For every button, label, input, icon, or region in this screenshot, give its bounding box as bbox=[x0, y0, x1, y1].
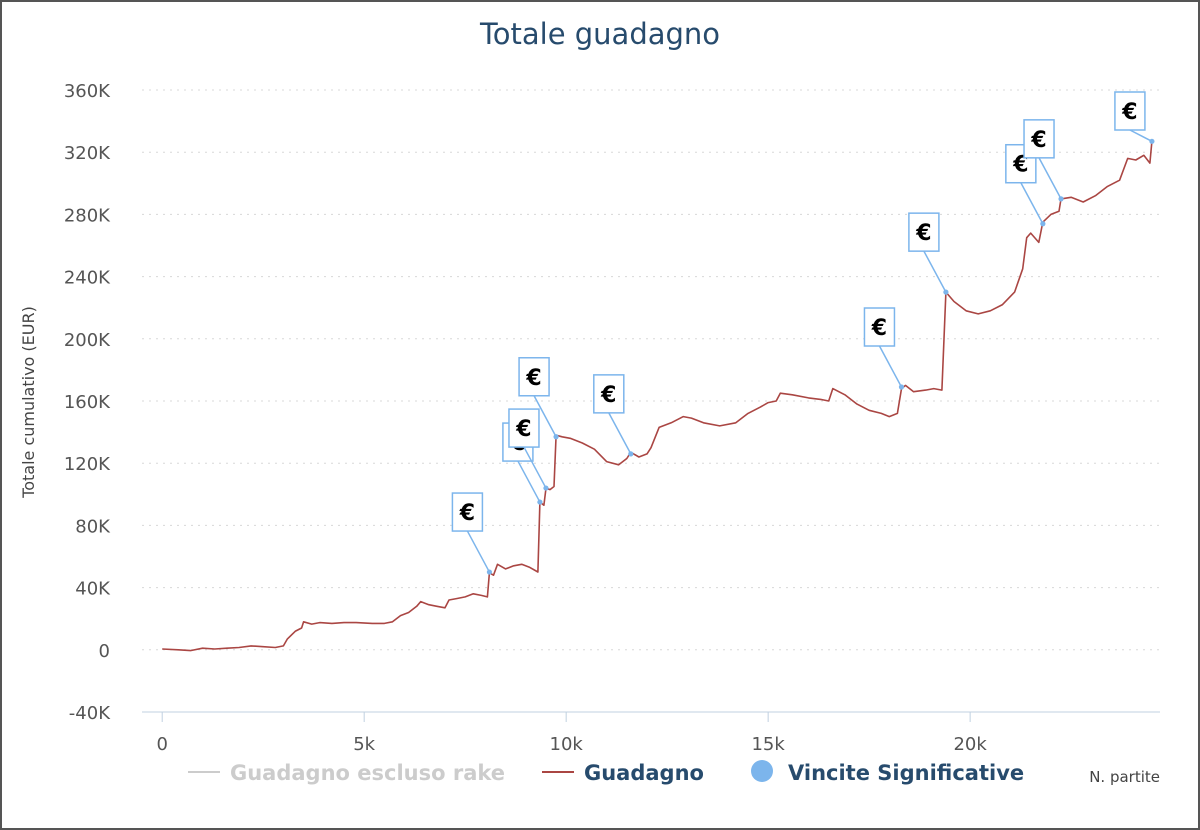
y-tick-label: 120K bbox=[64, 454, 111, 475]
x-tick-label: 20k bbox=[953, 734, 987, 755]
significant-win-flag[interactable]: € bbox=[1023, 119, 1064, 202]
significant-win-point[interactable] bbox=[543, 485, 549, 491]
flag-connector bbox=[533, 395, 557, 438]
y-tick-label: 280K bbox=[64, 205, 111, 226]
flag-euro-symbol: € bbox=[525, 366, 541, 391]
flag-connector bbox=[1020, 182, 1044, 225]
y-axis-label: Totale cumulativo (EUR) bbox=[19, 306, 38, 499]
y-tick-labels: -40K 0 40K 80K 120K 160K 200K 240K 280K 320K 360K bbox=[64, 81, 111, 724]
flag-box bbox=[451, 492, 484, 532]
flag-box bbox=[593, 374, 625, 414]
y-tick-label: 40K bbox=[75, 579, 111, 600]
flag-connector bbox=[523, 446, 547, 489]
significant-win-point[interactable] bbox=[1149, 138, 1155, 144]
flag-connector bbox=[923, 250, 947, 293]
significant-win-point[interactable] bbox=[898, 384, 905, 390]
flag-euro-symbol: € bbox=[600, 383, 616, 408]
legend[interactable]: Guadagno escluso rake Guadagno Vincite Sig… bbox=[188, 760, 1024, 785]
y-tick-label: -40K bbox=[69, 703, 111, 724]
flag-box bbox=[1114, 91, 1146, 131]
flag-connector bbox=[1129, 129, 1153, 142]
significant-win-flag[interactable]: € bbox=[908, 212, 949, 295]
y-tick-label: 160K bbox=[64, 392, 111, 413]
grid-lines bbox=[142, 89, 1160, 651]
flag-box bbox=[508, 408, 540, 448]
flag-connector bbox=[608, 412, 632, 455]
significant-win-flag[interactable]: € bbox=[1114, 91, 1155, 144]
y-tick-label: 320K bbox=[64, 143, 111, 164]
significant-win-flag[interactable]: € bbox=[451, 492, 493, 575]
significant-win-point[interactable] bbox=[1058, 196, 1064, 202]
series-layer bbox=[162, 141, 1153, 652]
legend-item[interactable]: Guadagno bbox=[542, 761, 704, 785]
legend-label: Vincite Significative bbox=[788, 761, 1024, 785]
x-axis-label: N. partite bbox=[1089, 768, 1160, 786]
flag-box bbox=[1023, 119, 1055, 159]
significant-win-flag[interactable]: € bbox=[518, 357, 559, 440]
flag-connector bbox=[466, 530, 491, 573]
significant-win-point[interactable] bbox=[628, 451, 634, 457]
chart-title: Totale guadagno bbox=[479, 17, 720, 51]
series-line-guadagno[interactable] bbox=[162, 141, 1153, 652]
x-tick-label: 0 bbox=[156, 734, 167, 755]
x-tick-labels: 0 5k 10k 15k 20k bbox=[156, 734, 987, 755]
flag-box bbox=[863, 307, 896, 347]
flag-euro-symbol: € bbox=[1012, 153, 1028, 178]
x-tick-label: 10k bbox=[550, 734, 584, 755]
legend-item[interactable]: Guadagno escluso rake bbox=[188, 761, 505, 785]
significant-win-point[interactable] bbox=[943, 289, 949, 295]
axes bbox=[142, 711, 1160, 722]
significant-win-point[interactable] bbox=[486, 569, 493, 575]
flag-euro-symbol: € bbox=[459, 501, 475, 526]
significant-win-point[interactable] bbox=[553, 434, 559, 440]
y-tick-label: 200K bbox=[64, 330, 111, 351]
y-tick-label: 0 bbox=[99, 641, 110, 662]
significant-win-flag[interactable]: € bbox=[508, 408, 549, 491]
x-tick-label: 5k bbox=[353, 734, 375, 755]
y-tick-label: 360K bbox=[64, 81, 111, 102]
flag-euro-symbol: € bbox=[1030, 128, 1046, 153]
flag-box bbox=[518, 357, 550, 397]
significant-win-flag[interactable]: € bbox=[863, 307, 905, 390]
flag-connector bbox=[878, 345, 903, 388]
x-tick-label: 15k bbox=[751, 734, 785, 755]
significant-win-point[interactable] bbox=[1040, 221, 1046, 227]
significant-win-flag[interactable]: € bbox=[593, 374, 634, 457]
flag-connector bbox=[1038, 157, 1062, 200]
y-tick-label: 80K bbox=[75, 516, 111, 537]
flag-euro-symbol: € bbox=[871, 316, 887, 341]
legend-item[interactable]: Vincite Significative bbox=[751, 760, 1024, 785]
significant-wins-flags: €€€€€€€€€€ bbox=[451, 91, 1155, 575]
legend-label: Guadagno bbox=[584, 761, 704, 785]
flag-euro-symbol: € bbox=[515, 417, 531, 442]
flag-box bbox=[908, 212, 940, 252]
legend-circle-symbol bbox=[751, 760, 773, 782]
y-tick-label: 240K bbox=[64, 268, 111, 289]
flag-euro-symbol: € bbox=[915, 221, 931, 246]
significant-win-point[interactable] bbox=[537, 499, 543, 505]
flag-connector bbox=[517, 460, 541, 503]
legend-label: Guadagno escluso rake bbox=[230, 761, 505, 785]
flag-euro-symbol: € bbox=[1121, 100, 1137, 125]
